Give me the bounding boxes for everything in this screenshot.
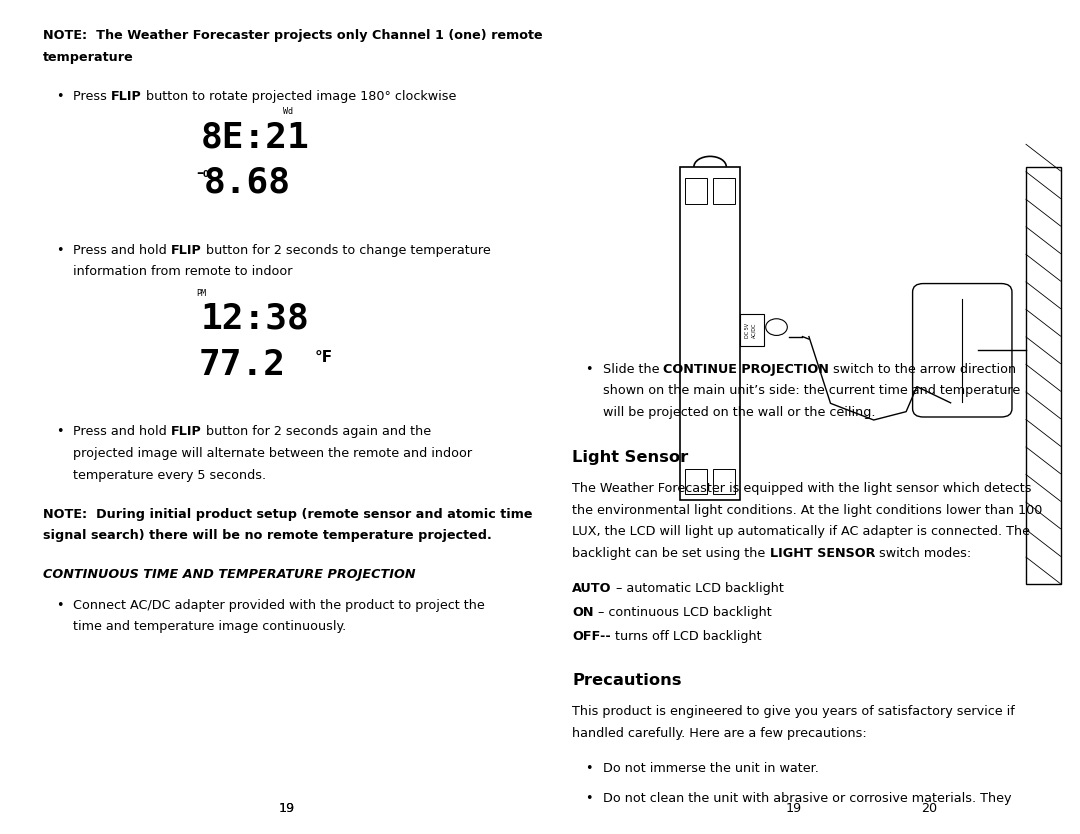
Text: projected image will alternate between the remote and indoor: projected image will alternate between t…: [73, 447, 473, 460]
Text: CONTINUOUS TIME AND TEMPERATURE PROJECTION: CONTINUOUS TIME AND TEMPERATURE PROJECTI…: [43, 569, 416, 581]
Text: shown on the main unit’s side: the current time and temperature: shown on the main unit’s side: the curre…: [603, 384, 1020, 398]
Text: 8.68: 8.68: [203, 166, 291, 200]
Bar: [685, 178, 707, 204]
Text: AUTO: AUTO: [572, 582, 612, 595]
Text: backlight can be set using the: backlight can be set using the: [572, 547, 770, 560]
Text: the environmental light conditions. At the light conditions lower than 100: the environmental light conditions. At t…: [572, 504, 1043, 517]
FancyBboxPatch shape: [913, 284, 1012, 417]
Text: FLIP: FLIP: [172, 425, 202, 439]
Text: –₀: –₀: [197, 166, 210, 180]
Text: – automatic LCD backlight: – automatic LCD backlight: [612, 582, 784, 595]
Circle shape: [766, 319, 787, 335]
Text: FLIP: FLIP: [172, 244, 202, 257]
Text: button for 2 seconds to change temperature: button for 2 seconds to change temperatu…: [202, 244, 490, 257]
Text: Do not clean the unit with abrasive or corrosive materials. They: Do not clean the unit with abrasive or c…: [603, 792, 1011, 805]
Text: Wd: Wd: [283, 107, 293, 116]
Text: NOTE:  The Weather Forecaster projects only Channel 1 (one) remote: NOTE: The Weather Forecaster projects on…: [43, 29, 543, 43]
Text: Press and hold: Press and hold: [73, 425, 172, 439]
Text: button to rotate projected image 180° clockwise: button to rotate projected image 180° cl…: [143, 90, 457, 103]
Text: switch to the arrow direction: switch to the arrow direction: [829, 363, 1016, 376]
Text: •: •: [56, 599, 64, 612]
Text: 77.2: 77.2: [199, 348, 286, 382]
Text: •: •: [585, 363, 593, 376]
Text: LIGHT SENSOR: LIGHT SENSOR: [770, 547, 875, 560]
Bar: [713, 178, 735, 204]
Text: – continuous LCD backlight: – continuous LCD backlight: [594, 605, 771, 619]
Text: handled carefully. Here are a few precautions:: handled carefully. Here are a few precau…: [572, 727, 867, 740]
Text: temperature: temperature: [43, 51, 134, 64]
Text: time and temperature image continuously.: time and temperature image continuously.: [73, 620, 347, 634]
Text: •: •: [585, 792, 593, 805]
Text: Slide the: Slide the: [603, 363, 663, 376]
Text: information from remote to indoor: information from remote to indoor: [73, 265, 293, 279]
Text: LUX, the LCD will light up automatically if AC adapter is connected. The: LUX, the LCD will light up automatically…: [572, 525, 1030, 539]
Text: •: •: [56, 244, 64, 257]
Text: button for 2 seconds again and the: button for 2 seconds again and the: [202, 425, 431, 439]
Text: •: •: [585, 761, 593, 775]
Text: NOTE:  During initial product setup (remote sensor and atomic time: NOTE: During initial product setup (remo…: [43, 508, 532, 520]
Text: 12:38: 12:38: [201, 302, 310, 336]
Text: °F: °F: [315, 350, 333, 365]
Text: CONTINUE PROJECTION: CONTINUE PROJECTION: [663, 363, 829, 376]
Text: 19: 19: [279, 802, 294, 816]
Text: Press: Press: [73, 90, 111, 103]
Text: Press and hold: Press and hold: [73, 244, 172, 257]
Text: 19: 19: [786, 802, 801, 816]
Text: 19: 19: [279, 802, 294, 816]
Bar: [685, 469, 707, 494]
Text: ON: ON: [572, 605, 594, 619]
Text: switch modes:: switch modes:: [875, 547, 971, 560]
Bar: [680, 167, 740, 500]
Text: will be projected on the wall or the ceiling.: will be projected on the wall or the cei…: [603, 406, 875, 420]
Text: •: •: [56, 90, 64, 103]
Text: Light Sensor: Light Sensor: [572, 450, 689, 465]
Text: The Weather Forecaster is equipped with the light sensor which detects: The Weather Forecaster is equipped with …: [572, 482, 1031, 495]
Bar: [713, 469, 735, 494]
Text: Connect AC/DC adapter provided with the product to project the: Connect AC/DC adapter provided with the …: [73, 599, 485, 612]
Text: Precautions: Precautions: [572, 673, 681, 688]
Text: This product is engineered to give you years of satisfactory service if: This product is engineered to give you y…: [572, 706, 1015, 718]
Text: turns off LCD backlight: turns off LCD backlight: [611, 630, 761, 642]
Text: DC 5V
AC/DC: DC 5V AC/DC: [745, 323, 756, 338]
Bar: [740, 314, 764, 346]
Text: signal search) there will be no remote temperature projected.: signal search) there will be no remote t…: [43, 530, 492, 542]
Text: 8E:21: 8E:21: [201, 120, 310, 154]
Text: FLIP: FLIP: [111, 90, 143, 103]
Text: •: •: [56, 425, 64, 439]
Bar: [1026, 167, 1061, 584]
Text: temperature every 5 seconds.: temperature every 5 seconds.: [73, 469, 267, 482]
Text: PM: PM: [197, 289, 206, 298]
Text: 20: 20: [921, 802, 936, 816]
Text: OFF--: OFF--: [572, 630, 611, 642]
Text: Do not immerse the unit in water.: Do not immerse the unit in water.: [603, 761, 819, 775]
